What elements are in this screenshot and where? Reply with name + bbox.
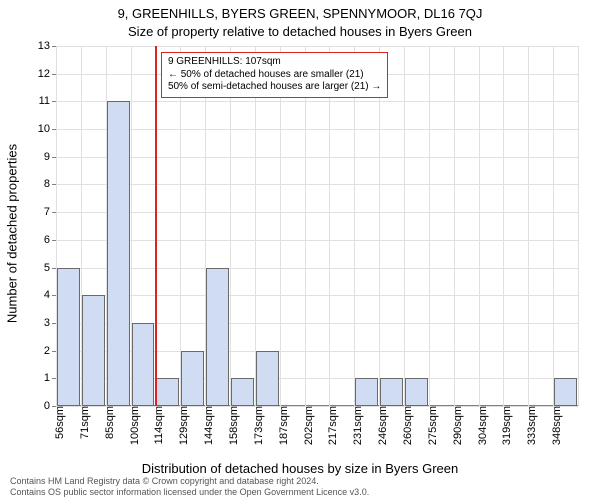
gridline-v bbox=[354, 46, 355, 406]
x-tick-label: 319sqm bbox=[493, 406, 513, 445]
gridline-v bbox=[503, 46, 504, 406]
gridline-v bbox=[578, 46, 579, 406]
histogram-bar bbox=[554, 378, 577, 406]
x-tick-label: 348sqm bbox=[543, 406, 563, 445]
reference-line bbox=[155, 46, 157, 406]
x-tick-label: 202sqm bbox=[295, 406, 315, 445]
x-tick-label: 71sqm bbox=[71, 406, 91, 439]
y-axis-label: Number of detached properties bbox=[5, 144, 20, 323]
histogram-bar bbox=[405, 378, 428, 406]
histogram-bar bbox=[82, 295, 105, 406]
gridline-v bbox=[429, 46, 430, 406]
x-tick-label: 217sqm bbox=[319, 406, 339, 445]
y-tick-label: 1 bbox=[44, 372, 56, 384]
histogram-bar bbox=[57, 268, 80, 406]
histogram-bar bbox=[206, 268, 229, 406]
gridline-v bbox=[379, 46, 380, 406]
y-tick-label: 13 bbox=[38, 40, 56, 52]
gridline-h bbox=[56, 295, 578, 296]
x-tick-label: 158sqm bbox=[220, 406, 240, 445]
x-tick-label: 246sqm bbox=[369, 406, 389, 445]
gridline-v bbox=[528, 46, 529, 406]
y-tick-label: 3 bbox=[44, 317, 56, 329]
annotation-box: 9 GREENHILLS: 107sqm← 50% of detached ho… bbox=[161, 52, 388, 98]
y-tick-label: 7 bbox=[44, 206, 56, 218]
x-tick-label: 304sqm bbox=[469, 406, 489, 445]
gridline-h bbox=[56, 240, 578, 241]
footer-line: Contains OS public sector information li… bbox=[10, 487, 369, 498]
histogram-bar bbox=[181, 351, 204, 406]
gridline-h bbox=[56, 101, 578, 102]
x-axis-label: Distribution of detached houses by size … bbox=[0, 461, 600, 476]
chart-title: Size of property relative to detached ho… bbox=[0, 24, 600, 39]
annotation-line: 9 GREENHILLS: 107sqm bbox=[168, 56, 381, 69]
gridline-v bbox=[280, 46, 281, 406]
x-tick-label: 100sqm bbox=[121, 406, 141, 445]
gridline-v bbox=[329, 46, 330, 406]
footer-line: Contains HM Land Registry data © Crown c… bbox=[10, 476, 369, 487]
y-tick-label: 2 bbox=[44, 345, 56, 357]
gridline-h bbox=[56, 46, 578, 47]
y-tick-label: 12 bbox=[38, 68, 56, 80]
x-tick-label: 290sqm bbox=[444, 406, 464, 445]
x-tick-label: 275sqm bbox=[419, 406, 439, 445]
histogram-bar bbox=[355, 378, 378, 406]
plot-area: 01234567891011121356sqm71sqm85sqm100sqm1… bbox=[56, 46, 578, 406]
x-tick-label: 85sqm bbox=[96, 406, 116, 439]
x-tick-label: 333sqm bbox=[518, 406, 538, 445]
histogram-bar bbox=[156, 378, 179, 406]
gridline-h bbox=[56, 212, 578, 213]
histogram-bar bbox=[132, 323, 155, 406]
x-tick-label: 173sqm bbox=[245, 406, 265, 445]
y-tick-label: 9 bbox=[44, 151, 56, 163]
gridline-v bbox=[553, 46, 554, 406]
histogram-bar bbox=[107, 101, 130, 406]
property-size-chart: 9, GREENHILLS, BYERS GREEN, SPENNYMOOR, … bbox=[0, 0, 600, 500]
x-tick-label: 187sqm bbox=[270, 406, 290, 445]
histogram-bar bbox=[256, 351, 279, 406]
gridline-v bbox=[404, 46, 405, 406]
y-tick-label: 5 bbox=[44, 262, 56, 274]
gridline-v bbox=[305, 46, 306, 406]
y-tick-label: 6 bbox=[44, 234, 56, 246]
gridline-h bbox=[56, 268, 578, 269]
x-tick-label: 56sqm bbox=[46, 406, 66, 439]
gridline-h bbox=[56, 184, 578, 185]
y-tick-label: 8 bbox=[44, 178, 56, 190]
annotation-line: 50% of semi-detached houses are larger (… bbox=[168, 81, 381, 94]
histogram-bar bbox=[231, 378, 254, 406]
annotation-line: ← 50% of detached houses are smaller (21… bbox=[168, 69, 381, 82]
y-tick-label: 10 bbox=[38, 123, 56, 135]
x-tick-label: 260sqm bbox=[394, 406, 414, 445]
gridline-h bbox=[56, 157, 578, 158]
x-tick-label: 129sqm bbox=[170, 406, 190, 445]
gridline-v bbox=[454, 46, 455, 406]
x-tick-label: 114sqm bbox=[145, 406, 165, 444]
histogram-bar bbox=[380, 378, 403, 406]
gridline-v bbox=[479, 46, 480, 406]
y-tick-label: 11 bbox=[39, 95, 56, 107]
gridline-h bbox=[56, 129, 578, 130]
x-tick-label: 144sqm bbox=[195, 406, 215, 445]
y-tick-label: 4 bbox=[44, 289, 56, 301]
gridline-v bbox=[230, 46, 231, 406]
attribution-footer: Contains HM Land Registry data © Crown c… bbox=[10, 476, 369, 498]
x-tick-label: 231sqm bbox=[344, 406, 364, 445]
chart-supertitle: 9, GREENHILLS, BYERS GREEN, SPENNYMOOR, … bbox=[0, 6, 600, 21]
